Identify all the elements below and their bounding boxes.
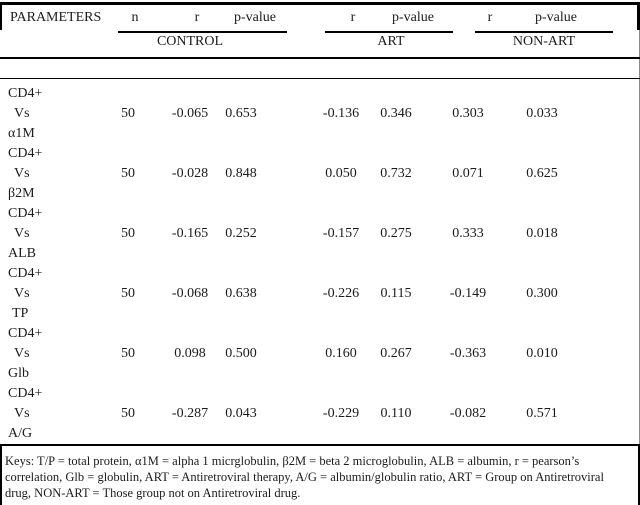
cell-control-r: -0.287 [171, 406, 209, 421]
header-left-border [0, 2, 2, 30]
header-right-border [637, 2, 640, 30]
row-param-line3: A/G [8, 426, 33, 441]
nonart-pvalue-column-header: p-value [535, 10, 577, 25]
cell-art-r: -0.226 [322, 286, 360, 301]
art-pvalue-column-header: p-value [392, 10, 434, 25]
cell-art-r: -0.157 [322, 226, 360, 241]
parameters-column-header: PARAMETERS [10, 10, 102, 25]
row-param-line2: Vs [14, 226, 30, 241]
row-param-line1: CD4+ [8, 146, 43, 161]
cell-nonart-pvalue: 0.010 [526, 346, 558, 361]
art-group-underline [325, 31, 453, 33]
cell-art-r: 0.160 [325, 346, 357, 361]
keys-line-2: correlation, Glb = globulin, ART = Antir… [5, 470, 604, 484]
table-keys-footnote: Keys: T/P = total protein, α1M = alpha 1… [5, 453, 637, 501]
nonart-group-underline [475, 31, 613, 33]
keys-right-border [638, 444, 640, 505]
cell-art-pvalue: 0.275 [380, 226, 412, 241]
keys-line-3: drug, NON-ART = Those group not on Antir… [5, 486, 301, 500]
row-param-line3: Glb [8, 366, 29, 381]
cell-nonart-pvalue: 0.033 [526, 106, 558, 121]
nonart-r-column-header: r [487, 10, 493, 25]
cell-nonart-pvalue: 0.300 [526, 286, 558, 301]
cell-n: 50 [121, 286, 135, 301]
keys-top-rule [0, 444, 640, 446]
keys-left-border [0, 444, 2, 505]
control-group-label: CONTROL [156, 34, 224, 49]
cell-nonart-r: -0.149 [449, 286, 487, 301]
cell-art-pvalue: 0.110 [380, 406, 412, 421]
control-group-underline [118, 31, 287, 33]
cell-control-pvalue: 0.848 [225, 166, 257, 181]
cell-n: 50 [121, 226, 135, 241]
cell-nonart-r: -0.082 [449, 406, 487, 421]
cell-control-pvalue: 0.638 [225, 286, 257, 301]
cell-nonart-r: -0.363 [449, 346, 487, 361]
cell-nonart-r: 0.071 [452, 166, 484, 181]
row-param-line1: CD4+ [8, 266, 43, 281]
row-param-line2: Vs [14, 406, 30, 421]
nonart-group-label: NON-ART [512, 34, 576, 49]
cell-control-pvalue: 0.043 [225, 406, 257, 421]
row-param-line2: Vs [14, 166, 30, 181]
row-param-line3: β2M [8, 186, 35, 201]
table-row: CD4+ Vs β2M 50 -0.028 0.848 0.050 0.732 … [0, 144, 640, 204]
keys-line-1: Keys: T/P = total protein, α1M = alpha 1… [5, 454, 580, 468]
art-group-label: ART [377, 34, 405, 49]
cell-nonart-r: 0.303 [452, 106, 484, 121]
cell-control-pvalue: 0.252 [225, 226, 257, 241]
row-param-line2: Vs [14, 346, 30, 361]
cell-control-r: -0.068 [171, 286, 209, 301]
row-param-line2: Vs [14, 106, 30, 121]
cell-control-r: -0.165 [171, 226, 209, 241]
row-param-line3: TP [12, 306, 29, 321]
control-r-column-header: r [194, 10, 200, 25]
cell-nonart-pvalue: 0.571 [526, 406, 558, 421]
cell-art-r: -0.229 [322, 406, 360, 421]
cell-control-r: 0.098 [174, 346, 206, 361]
cell-control-r: -0.065 [171, 106, 209, 121]
data-top-rule [0, 78, 640, 79]
cell-control-pvalue: 0.500 [225, 346, 257, 361]
row-param-line1: CD4+ [8, 326, 43, 341]
table-row: CD4+ Vs A/G 50 -0.287 0.043 -0.229 0.110… [0, 384, 640, 444]
table-row: CD4+ Vs Glb 50 0.098 0.500 0.160 0.267 -… [0, 324, 640, 384]
table-row: CD4+ Vs α1M 50 -0.065 0.653 -0.136 0.346… [0, 84, 640, 144]
control-n-column-header: n [131, 10, 139, 25]
cell-n: 50 [121, 346, 135, 361]
cell-art-pvalue: 0.732 [380, 166, 412, 181]
cell-art-pvalue: 0.115 [380, 286, 412, 301]
row-param-line1: CD4+ [8, 86, 43, 101]
table-row: CD4+ Vs TP 50 -0.068 0.638 -0.226 0.115 … [0, 264, 640, 324]
control-pvalue-column-header: p-value [234, 10, 276, 25]
art-r-column-header: r [350, 10, 356, 25]
cell-control-r: -0.028 [171, 166, 209, 181]
row-param-line1: CD4+ [8, 206, 43, 221]
table-top-border [0, 2, 640, 5]
cell-nonart-pvalue: 0.625 [526, 166, 558, 181]
row-param-line3: α1M [8, 126, 35, 141]
table-row: CD4+ Vs ALB 50 -0.165 0.252 -0.157 0.275… [0, 204, 640, 264]
cell-nonart-pvalue: 0.018 [526, 226, 558, 241]
header-bottom-rule [0, 57, 640, 59]
row-param-line3: ALB [8, 246, 36, 261]
cell-art-r: -0.136 [322, 106, 360, 121]
cell-n: 50 [121, 406, 135, 421]
cell-control-pvalue: 0.653 [225, 106, 257, 121]
cell-art-pvalue: 0.346 [380, 106, 412, 121]
cell-art-pvalue: 0.267 [380, 346, 412, 361]
row-param-line1: CD4+ [8, 386, 43, 401]
cell-art-r: 0.050 [325, 166, 357, 181]
cell-n: 50 [121, 166, 135, 181]
row-param-line2: Vs [14, 286, 30, 301]
cell-nonart-r: 0.333 [452, 226, 484, 241]
cell-n: 50 [121, 106, 135, 121]
